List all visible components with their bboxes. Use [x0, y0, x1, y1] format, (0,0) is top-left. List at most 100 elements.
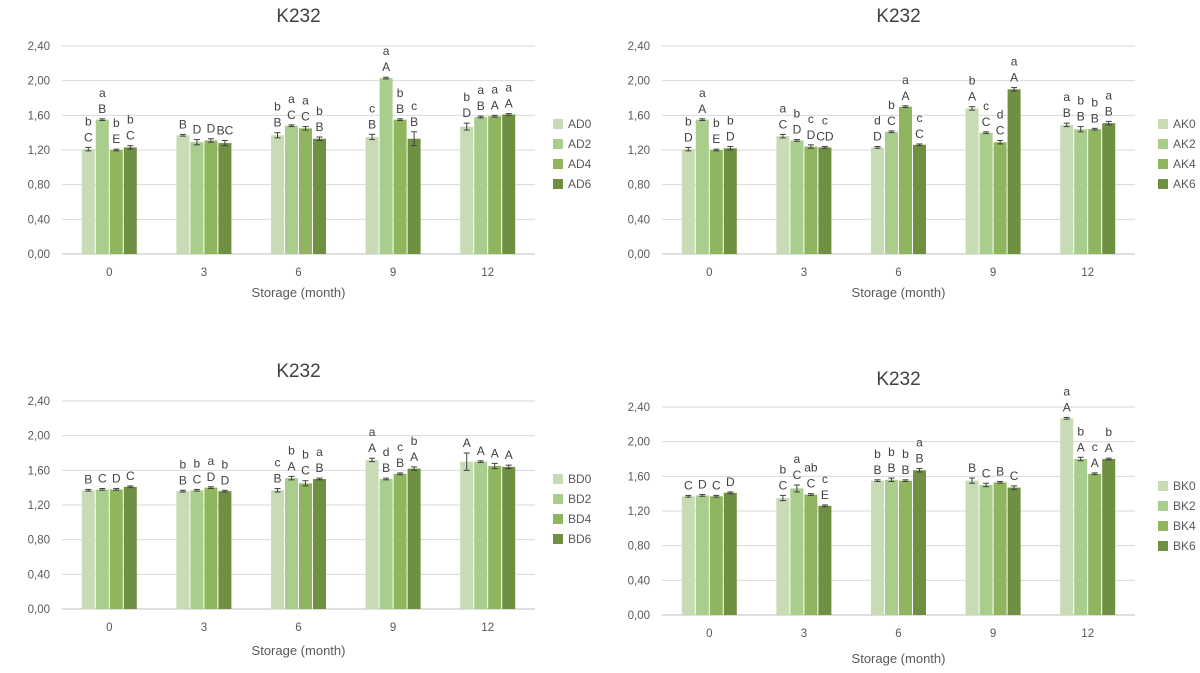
- significance-label-lower-case: d: [383, 445, 390, 459]
- bar: [979, 132, 993, 254]
- legend-label: BD6: [568, 532, 592, 546]
- y-tick-label: 1,60: [28, 110, 50, 122]
- significance-label-lower-case: a: [1105, 88, 1112, 102]
- chart-svg-ak: K2320,000,400,801,201,602,002,400DbAaEbD…: [628, 6, 1196, 300]
- bar: [1060, 124, 1074, 254]
- significance-label-lower-case: d: [997, 107, 1004, 121]
- bar: [379, 479, 393, 609]
- significance-label-upper-case: B: [382, 461, 390, 475]
- x-tick-label: 9: [990, 628, 996, 640]
- significance-label-upper-case: C: [193, 472, 202, 486]
- bar: [285, 125, 298, 254]
- bar: [285, 478, 298, 609]
- bar: [723, 148, 737, 254]
- y-tick-label: 1,20: [28, 145, 50, 157]
- significance-label-upper-case: A: [698, 102, 706, 116]
- significance-label-lower-case: b: [463, 90, 470, 104]
- significance-label-upper-case: D: [726, 475, 735, 489]
- y-tick-label: 0,80: [28, 180, 50, 192]
- y-tick-label: 0,00: [28, 604, 50, 616]
- bar: [460, 126, 474, 254]
- significance-label-upper-case: B: [396, 456, 404, 470]
- y-tick-label: 2,00: [628, 76, 650, 88]
- significance-label-upper-case: B: [98, 102, 106, 116]
- significance-label-upper-case: A: [505, 97, 513, 111]
- legend-label: AK2: [1173, 137, 1196, 151]
- x-tick-label: 6: [895, 628, 901, 640]
- significance-label-upper-case: C: [84, 130, 93, 144]
- legend-swatch: [553, 159, 563, 169]
- x-tick-label: 0: [106, 267, 112, 279]
- x-tick-label: 12: [481, 267, 494, 279]
- legend-swatch: [1158, 179, 1168, 189]
- significance-label-upper-case: B: [901, 463, 909, 477]
- legend-label: AK0: [1173, 117, 1196, 131]
- bar: [1007, 89, 1021, 254]
- x-tick-label: 9: [390, 622, 396, 634]
- bar: [393, 119, 407, 255]
- significance-label-lower-case: b: [274, 100, 281, 114]
- y-tick-label: 1,20: [628, 145, 650, 157]
- significance-label-lower-case: b: [727, 114, 734, 128]
- significance-label-upper-case: B: [887, 461, 895, 475]
- x-tick-label: 12: [481, 622, 494, 634]
- chart-svg-ad: K2320,000,400,801,201,602,002,400CbBaEbC…: [28, 6, 592, 300]
- significance-label-lower-case: b: [194, 456, 201, 470]
- bar: [899, 106, 912, 255]
- bar: [913, 144, 926, 254]
- legend-swatch: [1158, 541, 1168, 551]
- bar: [681, 496, 695, 615]
- bar: [204, 140, 218, 254]
- bar: [1102, 459, 1116, 615]
- significance-label-upper-case: D: [207, 470, 216, 484]
- bar: [885, 131, 898, 254]
- bar: [190, 142, 204, 254]
- significance-label-upper-case: A: [491, 446, 499, 460]
- legend-swatch: [553, 534, 563, 544]
- bar: [709, 496, 723, 615]
- significance-label-lower-case: d: [874, 114, 881, 128]
- chart-title: K232: [276, 361, 320, 382]
- bar: [979, 485, 993, 615]
- bar: [1074, 459, 1088, 615]
- significance-label-upper-case: C: [982, 115, 991, 129]
- bar: [790, 488, 804, 615]
- y-tick-label: 0,40: [28, 214, 50, 226]
- significance-label-lower-case: c: [917, 111, 923, 125]
- legend-swatch: [1158, 139, 1168, 149]
- legend-swatch: [1158, 501, 1168, 511]
- y-tick-label: 2,40: [628, 402, 650, 414]
- bar: [271, 135, 284, 254]
- significance-label-lower-case: b: [780, 462, 787, 476]
- significance-label-upper-case: D: [462, 106, 471, 120]
- significance-label-upper-case: C: [712, 478, 721, 492]
- significance-label-upper-case: BC: [217, 123, 234, 137]
- x-tick-label: 3: [201, 267, 207, 279]
- significance-label-lower-case: a: [780, 101, 787, 115]
- significance-label-lower-case: b: [874, 447, 881, 461]
- x-tick-label: 9: [390, 267, 396, 279]
- significance-label-upper-case: B: [396, 102, 404, 116]
- bar: [81, 490, 95, 609]
- significance-label-lower-case: c: [1092, 440, 1098, 454]
- legend-label: BK6: [1173, 539, 1196, 553]
- y-tick-label: 2,40: [628, 41, 650, 53]
- significance-label-upper-case: A: [968, 90, 976, 104]
- y-tick-label: 0,00: [28, 249, 50, 261]
- significance-label-lower-case: a: [316, 445, 323, 459]
- significance-label-lower-case: a: [794, 452, 801, 466]
- significance-label-lower-case: a: [491, 82, 498, 96]
- significance-label-lower-case: a: [505, 81, 512, 95]
- significance-label-upper-case: D: [684, 130, 693, 144]
- x-tick-label: 12: [1081, 628, 1094, 640]
- significance-label-upper-case: B: [84, 472, 92, 486]
- y-tick-label: 2,40: [28, 396, 50, 408]
- significance-label-upper-case: C: [301, 464, 310, 478]
- bar: [913, 470, 926, 615]
- significance-label-upper-case: C: [887, 114, 896, 128]
- significance-label-lower-case: b: [411, 434, 418, 448]
- y-tick-label: 2,40: [28, 41, 50, 53]
- bar: [681, 149, 695, 254]
